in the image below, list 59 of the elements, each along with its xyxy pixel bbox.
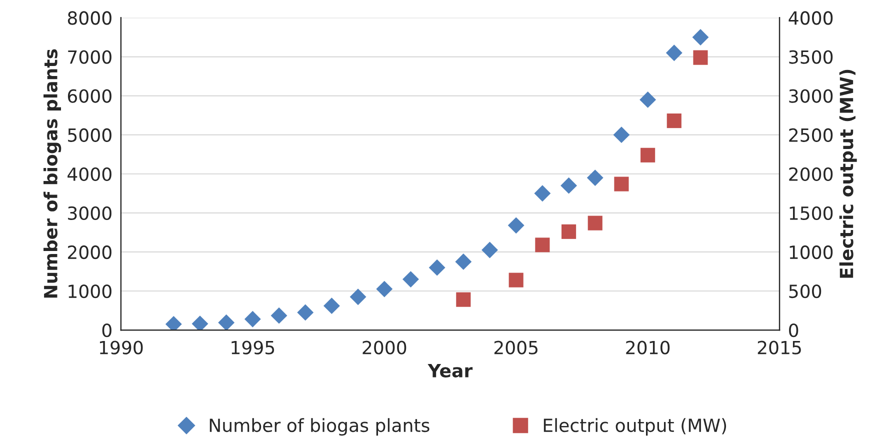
- y2-tick-label: 1000: [790, 245, 833, 260]
- y2-tick-label: 3500: [789, 50, 833, 64]
- y2-tick-label: 500: [789, 284, 822, 298]
- y-axis-title: Number of biogas plants: [44, 49, 62, 298]
- y2-tick-label: 2500: [789, 128, 833, 142]
- point: [586, 170, 604, 186]
- point: [350, 288, 366, 306]
- x-tick-label: 2015: [758, 340, 801, 354]
- y2-axis-title: Electric output (MW): [839, 70, 857, 278]
- y-tick-label: 5000: [68, 128, 112, 142]
- point: [508, 272, 524, 288]
- y2-tick-label: 2000: [789, 167, 833, 181]
- x-axis-title: Year: [428, 364, 473, 378]
- point: [588, 216, 602, 230]
- y2-tick-label: 1500: [790, 206, 833, 220]
- point: [534, 185, 551, 202]
- point: [428, 259, 446, 276]
- point: [561, 224, 576, 239]
- point: [640, 148, 656, 162]
- y2-tick-label: 3000: [789, 89, 833, 103]
- x-tick-label: 2010: [626, 340, 670, 354]
- point: [165, 316, 182, 330]
- x-tick-label: 2005: [494, 340, 538, 354]
- point: [244, 310, 261, 328]
- point: [218, 314, 235, 330]
- point: [692, 29, 709, 46]
- point: [270, 307, 288, 324]
- point: [455, 254, 472, 270]
- point: [614, 176, 629, 192]
- y-tick-label: 0: [102, 323, 112, 338]
- legend-label: Number of biogas plants: [210, 418, 430, 436]
- y-tick-label: 1000: [68, 284, 112, 298]
- point: [297, 304, 314, 321]
- point: [508, 217, 524, 234]
- point: [613, 126, 630, 144]
- y2-tick-label: 0: [789, 323, 798, 338]
- y-tick-label: 7000: [68, 50, 112, 64]
- y-tick-label: 3000: [68, 206, 112, 220]
- x-tick-label: 1990: [100, 340, 143, 354]
- legend-label: Electric output (MW): [544, 418, 726, 436]
- x-tick-label: 1995: [232, 340, 274, 354]
- point: [482, 242, 498, 258]
- point: [640, 91, 656, 108]
- point: [693, 50, 708, 65]
- point: [666, 114, 682, 128]
- point: [323, 298, 340, 314]
- point: [456, 292, 471, 307]
- y-tick-label: 2000: [68, 245, 112, 260]
- x-tick-label: 2000: [362, 340, 406, 354]
- point: [535, 238, 550, 252]
- point: [192, 316, 208, 330]
- point: [402, 271, 419, 288]
- y2-tick-label: 4000: [788, 11, 833, 25]
- y-tick-label: 4000: [68, 167, 112, 181]
- point: [376, 280, 393, 298]
- point: [560, 177, 577, 194]
- point: [666, 44, 682, 62]
- y-tick-label: 8000: [68, 11, 112, 25]
- y-tick-label: 6000: [68, 89, 112, 103]
